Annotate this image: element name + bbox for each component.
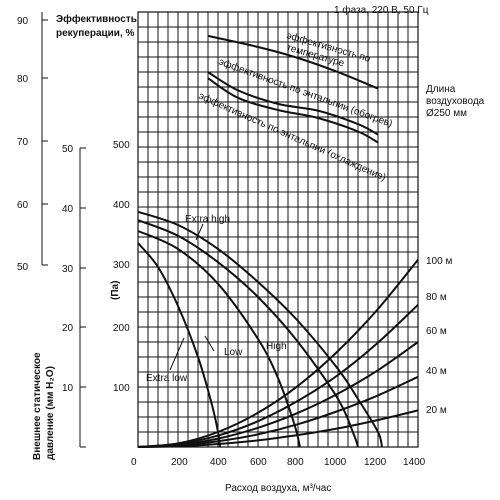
duct-curve-2 [137,304,419,448]
mmh2o-tick: 10 [62,383,74,394]
efficiency-tick: 70 [17,137,29,148]
x-tick: 600 [250,457,267,468]
ylabel-line2: давление (мм H₂O) [45,366,56,460]
low-label: Low [224,347,243,358]
labels: 1 фаза, 220 В, 50 Гц Эффективность рекуп… [17,4,485,494]
x-tick: 1200 [364,457,387,468]
efficiency-tick: 90 [17,16,29,27]
plot-frame [137,11,419,448]
duct-title-line2: воздуховода [426,96,485,107]
mmh2o-tick: 40 [62,204,74,215]
efficiency-curve-3 [207,77,379,144]
efficiency-tick: 80 [17,74,29,85]
x-tick: 1000 [324,457,347,468]
efficiency-axis-title-line1: Эффективность [56,13,137,25]
fan-curve-high [137,219,359,448]
duct-title-line3: Ø250 мм [426,108,467,119]
pa-tick: 200 [113,323,130,334]
curves [137,34,419,448]
duct-80-label: 80 м [426,292,447,303]
duct-100-label: 100 м [426,256,452,267]
efficiency-curve-2 [207,71,379,136]
pa-tick: 100 [113,383,130,394]
extra-low-leader [169,337,185,371]
efficiency-axis-title-line2: рекуперации, % [56,28,135,39]
pa-tick: 300 [113,260,130,271]
mmh2o-tick: 50 [62,144,74,155]
x-tick: 400 [210,457,227,468]
eff-cool-label: эффективность по энтальпии (охлаждение) [197,90,388,184]
pa-tick: 400 [113,200,130,211]
duct-40-label: 40 м [426,366,447,377]
x-tick: 800 [287,457,304,468]
pa-tick: 500 [113,140,130,151]
efficiency-tick: 60 [17,200,29,211]
x-tick: 1400 [403,457,426,468]
extra-low-label: Extra low [146,373,188,384]
extra-high-label: Extra high [185,214,230,225]
efficiency-curve-1 [207,34,379,90]
fan-curve-extra-high [137,210,383,448]
extra-high-leader [195,223,204,241]
high-leader [251,329,263,347]
ylabel-line1: Внешнее статическое [32,352,43,460]
power-label: 1 фаза, 220 В, 50 Гц [334,4,429,16]
x-tick: 0 [131,457,137,468]
high-label: High [266,341,287,352]
mmh2o-tick: 20 [62,323,74,334]
low-leader [204,335,215,352]
duct-20-label: 20 м [426,405,447,416]
duct-title-line1: Длина [426,84,456,95]
mmh2o-tick: 30 [62,264,74,275]
duct-curve-5 [137,409,419,448]
x-tick: 200 [171,457,188,468]
efficiency-tick: 50 [17,262,29,273]
x-axis-title: Расход воздуха, м³/час [225,483,331,494]
duct-60-label: 60 м [426,326,447,337]
pa-unit-label: (Па) [110,281,121,300]
grid [41,11,419,448]
